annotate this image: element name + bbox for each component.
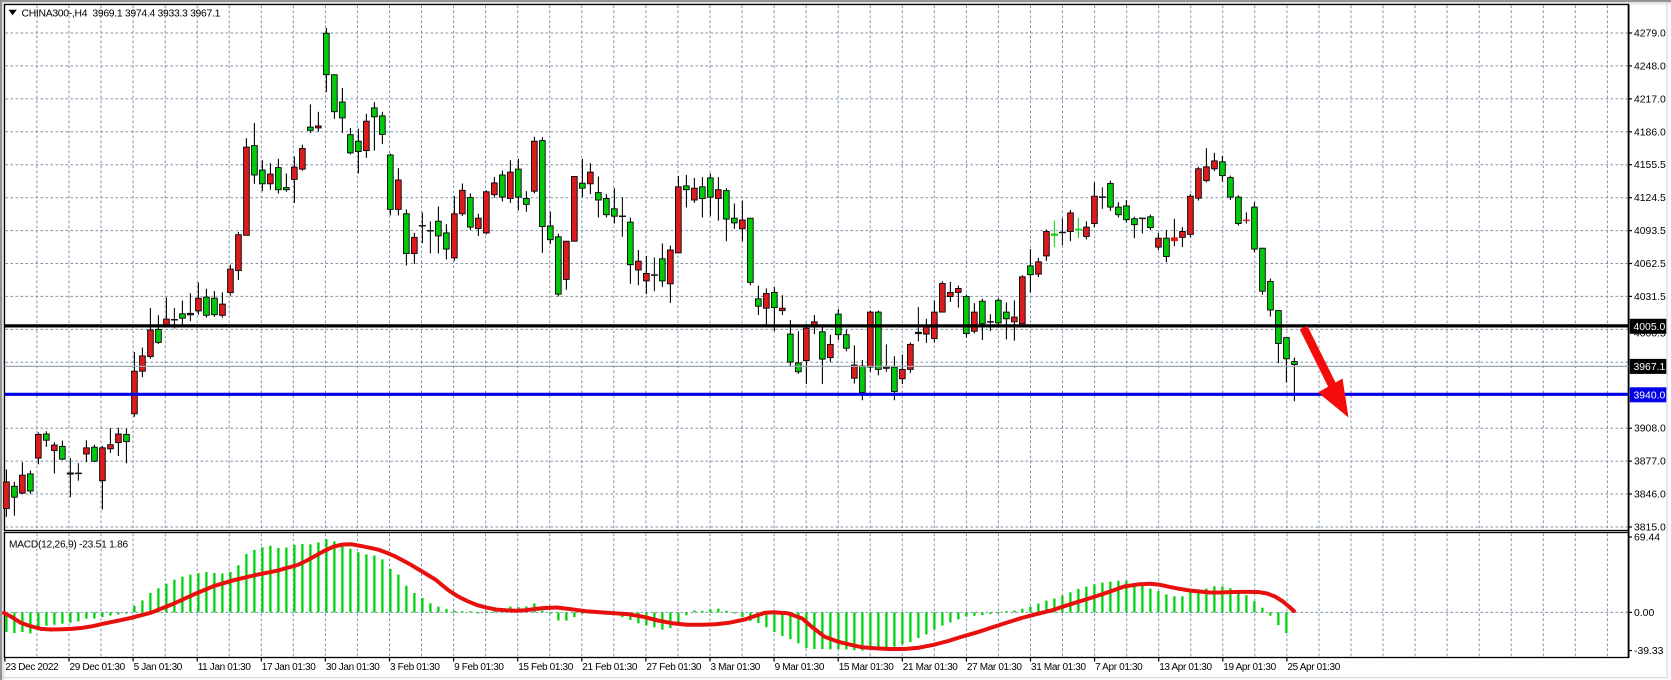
svg-text:4248.0: 4248.0	[1634, 61, 1666, 72]
svg-text:4155.5: 4155.5	[1634, 160, 1666, 171]
svg-text:CHINA300-,H4 3969.1 3974.4 39: CHINA300-,H4 3969.1 3974.4 3933.3 3967.1	[22, 9, 221, 20]
svg-text:3846.0: 3846.0	[1634, 490, 1666, 501]
svg-text:21 Mar 01:30: 21 Mar 01:30	[903, 662, 959, 673]
svg-text:4217.0: 4217.0	[1634, 94, 1666, 105]
svg-text:7 Apr 01:30: 7 Apr 01:30	[1095, 662, 1143, 673]
svg-text:19 Apr 01:30: 19 Apr 01:30	[1223, 662, 1276, 673]
svg-text:4186.0: 4186.0	[1634, 127, 1666, 138]
svg-text:13 Apr 01:30: 13 Apr 01:30	[1159, 662, 1212, 673]
svg-text:25 Apr 01:30: 25 Apr 01:30	[1287, 662, 1340, 673]
svg-text:17 Jan 01:30: 17 Jan 01:30	[262, 662, 316, 673]
svg-text:0.00: 0.00	[1634, 608, 1654, 619]
svg-text:3 Mar 01:30: 3 Mar 01:30	[711, 662, 761, 673]
svg-text:MACD(12,26,9) -23.51 1.86: MACD(12,26,9) -23.51 1.86	[9, 540, 128, 551]
svg-text:11 Jan 01:30: 11 Jan 01:30	[198, 662, 252, 673]
svg-text:3 Feb 01:30: 3 Feb 01:30	[390, 662, 440, 673]
svg-text:4279.0: 4279.0	[1634, 29, 1666, 40]
svg-text:9 Mar 01:30: 9 Mar 01:30	[775, 662, 825, 673]
svg-text:4093.5: 4093.5	[1634, 226, 1666, 237]
svg-text:4031.5: 4031.5	[1634, 292, 1666, 303]
svg-text:3908.0: 3908.0	[1634, 424, 1666, 435]
svg-text:3815.0: 3815.0	[1634, 523, 1666, 534]
svg-text:69.44: 69.44	[1634, 533, 1660, 544]
svg-text:15 Feb 01:30: 15 Feb 01:30	[518, 662, 574, 673]
svg-text:4005.0: 4005.0	[1634, 322, 1666, 333]
svg-text:4124.5: 4124.5	[1634, 193, 1666, 204]
svg-text:3967.1: 3967.1	[1634, 362, 1666, 373]
svg-text:4062.5: 4062.5	[1634, 259, 1666, 270]
svg-text:15 Mar 01:30: 15 Mar 01:30	[839, 662, 895, 673]
svg-text:-39.33: -39.33	[1634, 646, 1664, 657]
svg-text:9 Feb 01:30: 9 Feb 01:30	[454, 662, 504, 673]
svg-text:3940.0: 3940.0	[1634, 390, 1666, 401]
svg-text:27 Feb 01:30: 27 Feb 01:30	[646, 662, 702, 673]
svg-text:29 Dec 01:30: 29 Dec 01:30	[70, 662, 126, 673]
svg-text:31 Mar 01:30: 31 Mar 01:30	[1031, 662, 1087, 673]
svg-text:21 Feb 01:30: 21 Feb 01:30	[582, 662, 638, 673]
svg-text:27 Mar 01:30: 27 Mar 01:30	[967, 662, 1023, 673]
svg-text:3877.0: 3877.0	[1634, 457, 1666, 468]
svg-text:30 Jan 01:30: 30 Jan 01:30	[326, 662, 380, 673]
svg-text:5 Jan 01:30: 5 Jan 01:30	[134, 662, 183, 673]
svg-text:23 Dec 2022: 23 Dec 2022	[5, 662, 59, 673]
